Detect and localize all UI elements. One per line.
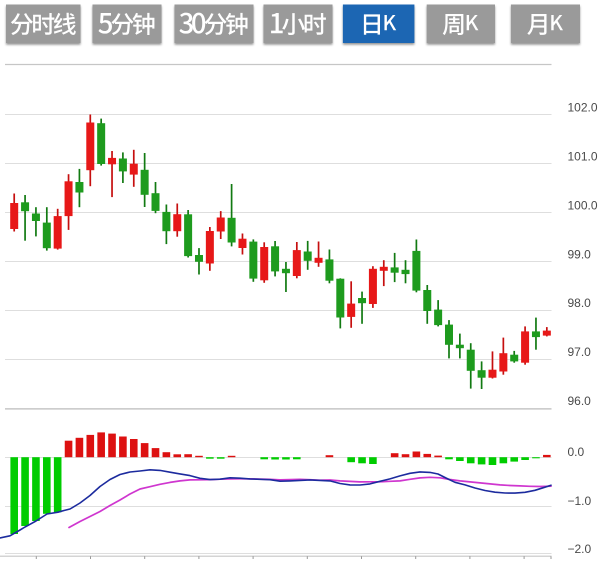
svg-text:100.0: 100.0 [568,198,598,212]
svg-text:99.0: 99.0 [568,247,592,261]
svg-text:102.0: 102.0 [568,101,598,115]
svg-text:101.0: 101.0 [568,149,598,163]
svg-text:96.0: 96.0 [568,394,592,408]
svg-text:−1.0: −1.0 [568,494,592,508]
svg-text:−2.0: −2.0 [568,542,592,556]
svg-text:98.0: 98.0 [568,296,592,310]
svg-text:97.0: 97.0 [568,345,592,359]
svg-text:0.0: 0.0 [568,445,585,459]
